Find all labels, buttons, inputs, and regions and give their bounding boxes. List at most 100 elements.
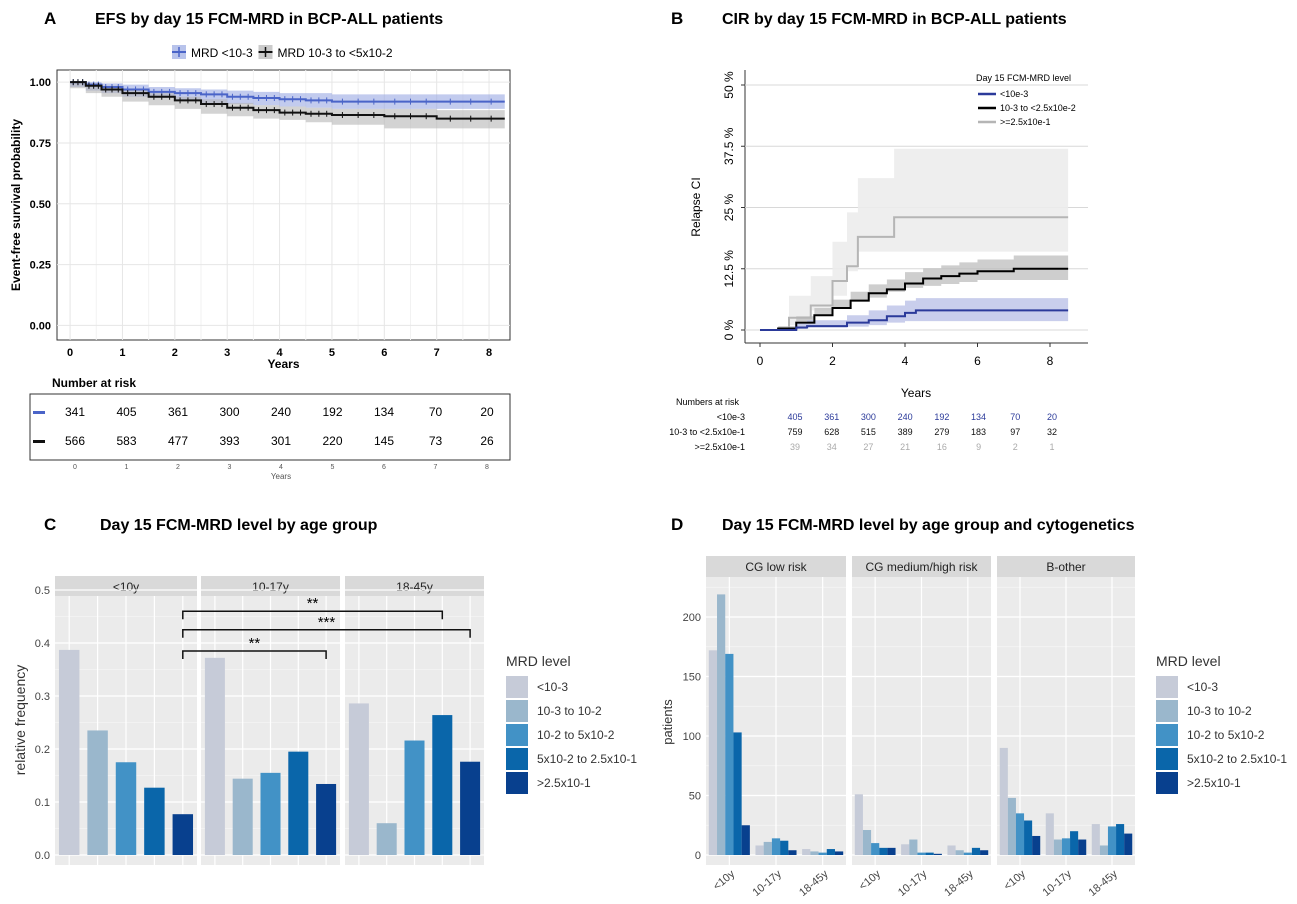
panel-d-bar-2-0-1	[1007, 797, 1016, 855]
panel-a-risk-value: 301	[271, 434, 291, 448]
panel-a-risk-x-tick-label: 8	[485, 464, 489, 471]
panel-b-ci-band-2	[760, 148, 1069, 330]
panel-b-ci-band-1	[760, 255, 1069, 330]
panel-c-bar-0-0	[58, 649, 80, 855]
panel-a-y-tick-label: 0.75	[30, 138, 51, 150]
panel-a-x-axis-label: Years	[267, 357, 299, 371]
panel-b-risk-value: 32	[1047, 427, 1057, 437]
panel-c-bar-chart: 0.0 0.1 0.2 0.3 0.4 0.5 relative frequency <10y…	[12, 576, 637, 865]
panel-a-risk-value: 26	[480, 434, 494, 448]
panel-d-x-tick-label: 10-17y	[750, 868, 784, 899]
panel-b-risk-value: 1	[1049, 442, 1054, 452]
panel-d-legend-key-1	[1156, 700, 1178, 722]
panel-c-title: Day 15 FCM-MRD level by age group	[100, 517, 378, 534]
panel-b-title: CIR by day 15 FCM-MRD in BCP-ALL patient…	[722, 11, 1067, 28]
panel-a-risk-value: 73	[429, 434, 443, 448]
panel-letter-c: C	[44, 515, 56, 534]
panel-c-legend-label-4: >2.5x10-1	[537, 776, 591, 790]
panel-a-legend-label-1: MRD 10-3 to <5x10-2	[278, 46, 393, 60]
panel-b-risk-value: 192	[934, 412, 949, 422]
panel-a-y-tick-label: 0.50	[30, 199, 51, 211]
panel-a-risk-x-tick-label: 0	[73, 464, 77, 471]
panel-b-risk-value: 361	[824, 412, 839, 422]
panel-d-bar-0-2-3	[826, 849, 835, 855]
panel-a-risk-value: 70	[429, 405, 443, 419]
panel-c-legend-key-3	[506, 748, 528, 770]
panel-d-bar-0-2-4	[834, 851, 844, 855]
panel-c-y-tick-label: 0.3	[35, 691, 50, 703]
panel-c-y-tick-label: 0.4	[35, 638, 50, 650]
panel-d-bar-2-0-3	[1024, 820, 1033, 855]
panel-d-bar-1-2-2	[963, 852, 972, 855]
panel-a-title: EFS by day 15 FCM-MRD in BCP-ALL patient…	[95, 11, 443, 28]
panel-a-risk-x-tick-label: 7	[434, 464, 438, 471]
panel-c-bar-2-0	[348, 703, 369, 855]
panel-b-y-tick-label: 0 %	[722, 319, 736, 340]
panel-b-risk-value: 759	[787, 427, 802, 437]
panel-a-x-tick-label: 3	[224, 347, 230, 359]
panel-a-risk-row-key-0	[33, 411, 45, 414]
panel-c-facet-strip-1	[201, 576, 340, 596]
panel-a-risk-value: 341	[65, 405, 85, 419]
panel-d-bar-1-2-4	[980, 850, 989, 855]
panel-b-risk-value: 21	[900, 442, 910, 452]
panel-d-legend-label-2: 10-2 to 5x10-2	[1187, 728, 1265, 742]
panel-d-bar-2-0-4	[1032, 835, 1041, 855]
panel-d-bar-chart: 0 50 100 150 200 patients CG low risk <10y 10-17…	[660, 556, 1287, 899]
panel-d-bar-2-1-1	[1053, 839, 1062, 855]
panel-d-bar-0-2-0	[802, 849, 811, 855]
panel-d-legend-key-4	[1156, 772, 1178, 794]
panel-c-significance-bracket-1	[182, 629, 471, 638]
panel-letter-d: D	[671, 515, 683, 534]
panel-c-facet-label-0: <10y	[113, 580, 139, 594]
panel-d-bar-1-0-0	[854, 794, 863, 855]
panel-c-significance-bracket-0	[182, 610, 444, 620]
panel-a-x-tick-label: 6	[381, 347, 387, 359]
panel-letter-a: A	[44, 9, 56, 28]
panel-b-legend-label-2: >=2.5x10e-1	[1000, 117, 1051, 127]
panel-b-ci-band-0	[760, 298, 1069, 330]
panel-d-facet-strip-2	[997, 556, 1135, 577]
panel-d-x-tick-label: 10-17y	[1040, 868, 1074, 899]
panel-d-bar-1-0-2	[871, 843, 880, 855]
panel-b-risk-value: 2	[1013, 442, 1018, 452]
panel-d-facet-strip-0	[706, 556, 846, 577]
panel-d-bar-0-1-2	[771, 838, 781, 855]
panel-b-risk-value: 16	[937, 442, 947, 452]
panel-b-risk-value: 34	[827, 442, 837, 452]
panel-c-significance-bracket-2	[182, 650, 327, 659]
panel-b-risk-value: 70	[1010, 412, 1020, 422]
panel-d-x-tick-label: 18-45y	[1086, 868, 1120, 899]
panel-a-km-plot: 0 1 2 3 4 5 6 7 8 0.00 0.25 0.50 0.75 1.00 Years Event-…	[9, 45, 511, 481]
panel-a-risk-value: 240	[271, 405, 291, 419]
panel-a-risk-value: 220	[322, 434, 342, 448]
panel-d-bar-2-2-1	[1099, 845, 1108, 855]
panel-d-legend-label-0: <10-3	[1187, 680, 1218, 694]
panel-b-x-tick-label: 6	[974, 354, 981, 368]
panel-a-x-tick-label: 4	[277, 347, 284, 359]
panel-b-risk-value: 405	[787, 412, 802, 422]
panel-a-y-tick-label: 1.00	[30, 77, 51, 89]
panel-a-risk-value: 583	[116, 434, 136, 448]
panel-b-legend-label-1: 10-3 to <2.5x10e-2	[1000, 103, 1076, 113]
panel-a-risk-x-tick-label: 4	[279, 464, 283, 471]
panel-d-bar-1-0-4	[887, 847, 896, 855]
panel-d-legend-label-1: 10-3 to 10-2	[1187, 704, 1252, 718]
panel-b-risk-value: 134	[971, 412, 986, 422]
panel-d-bar-2-0-0	[999, 747, 1008, 855]
panel-b-risk-value: 515	[861, 427, 876, 437]
panel-b-risk-value: 240	[898, 412, 913, 422]
panel-d-legend-key-2	[1156, 724, 1178, 746]
panel-letter-b: B	[671, 9, 683, 28]
panel-b-y-tick-label: 37.5 %	[722, 127, 736, 165]
panel-d-facet-label-0: CG low risk	[745, 560, 807, 574]
panel-b-series-line-1	[760, 267, 1069, 331]
panel-b-x-tick-label: 0	[757, 354, 764, 368]
panel-d-legend-label-4: >2.5x10-1	[1187, 776, 1241, 790]
panel-c-bar-0-1	[87, 730, 108, 855]
panel-a-risk-x-tick-label: 5	[331, 464, 335, 471]
panel-c-bar-1-2	[260, 772, 281, 855]
panel-a-risk-value: 477	[168, 434, 188, 448]
panel-a-risk-table-box	[29, 393, 511, 461]
panel-d-bar-1-2-0	[947, 845, 956, 855]
